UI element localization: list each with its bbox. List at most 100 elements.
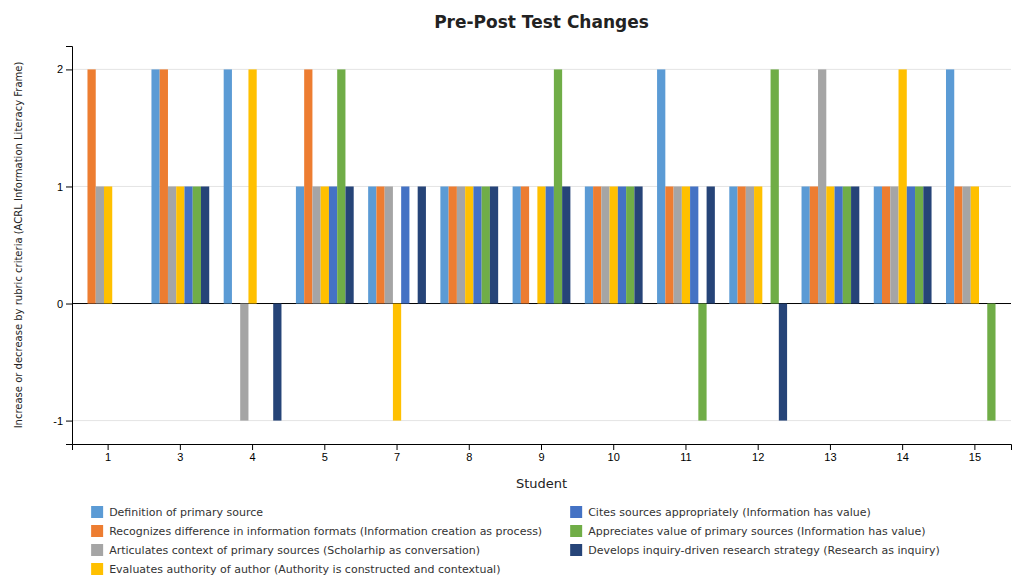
bar xyxy=(826,186,834,303)
x-tick-label: 1 xyxy=(105,451,111,463)
y-tick-label: 1 xyxy=(57,180,63,192)
bar xyxy=(409,303,417,304)
legend-item: Cites sources appropriately (Information… xyxy=(570,506,871,519)
bar xyxy=(440,186,448,303)
x-tick: 12 xyxy=(752,444,764,463)
bar xyxy=(96,186,104,303)
x-tick-label: 11 xyxy=(680,451,691,463)
bar xyxy=(754,186,762,303)
x-tick-mark xyxy=(252,444,253,450)
legend-label: Evaluates authority of author (Authority… xyxy=(109,563,500,576)
x-tick-mark xyxy=(830,444,831,450)
bar xyxy=(882,186,890,303)
x-tick-label: 7 xyxy=(394,451,400,463)
bar xyxy=(585,186,593,303)
bar xyxy=(946,69,954,303)
bar xyxy=(835,186,843,303)
bar xyxy=(657,69,665,303)
bar xyxy=(779,304,787,421)
bar xyxy=(810,186,818,303)
bar xyxy=(265,303,273,304)
bar xyxy=(401,186,409,303)
bar xyxy=(513,186,521,303)
bar xyxy=(490,186,498,303)
x-tick: 1 xyxy=(105,444,111,463)
x-tick-label: 5 xyxy=(322,451,328,463)
bar xyxy=(698,304,706,421)
bar xyxy=(971,186,979,303)
legend-label: Cites sources appropriately (Information… xyxy=(588,506,871,519)
bar xyxy=(634,186,642,303)
y-tick-label: -1 xyxy=(53,415,63,427)
bar xyxy=(987,304,995,421)
bar xyxy=(899,69,907,303)
legend: Definition of primary sourceRecognizes d… xyxy=(91,506,940,576)
bar xyxy=(329,186,337,303)
bar xyxy=(554,69,562,303)
bar xyxy=(537,186,545,303)
x-tick-mark xyxy=(613,444,614,450)
bar xyxy=(874,186,882,303)
bar xyxy=(232,303,240,304)
y-axis-line xyxy=(66,47,73,445)
x-tick-mark xyxy=(758,444,759,450)
bar xyxy=(818,69,826,303)
x-tick-mark xyxy=(902,444,903,450)
y-tick: 2 xyxy=(57,63,72,75)
x-tick: 13 xyxy=(824,444,836,463)
bar xyxy=(368,186,376,303)
bar xyxy=(626,186,634,303)
x-tick: 11 xyxy=(680,444,691,463)
bar xyxy=(915,186,923,303)
bar xyxy=(746,186,754,303)
x-tick-label: 10 xyxy=(608,451,620,463)
x-tick-mark xyxy=(108,444,109,450)
bar xyxy=(201,186,209,303)
x-tick: 7 xyxy=(394,444,400,463)
x-tick-label: 15 xyxy=(969,451,981,463)
legend-swatch xyxy=(570,525,582,537)
x-tick-label: 4 xyxy=(250,451,256,463)
bar-series xyxy=(104,69,979,420)
bar xyxy=(979,303,987,304)
bar xyxy=(224,69,232,303)
x-tick-label: 13 xyxy=(824,451,836,463)
x-tick: 9 xyxy=(538,444,544,463)
y-tick: 0 xyxy=(57,298,72,310)
bar xyxy=(771,69,779,303)
bar xyxy=(257,303,265,304)
bar xyxy=(296,186,304,303)
x-tick-mark xyxy=(469,444,470,450)
bar xyxy=(762,303,770,304)
bar xyxy=(682,186,690,303)
bar xyxy=(312,186,320,303)
bar xyxy=(248,69,256,303)
x-tick-mark xyxy=(397,444,398,450)
bar xyxy=(418,186,426,303)
bar xyxy=(168,186,176,303)
bar xyxy=(79,303,87,304)
bar xyxy=(449,186,457,303)
legend-swatch xyxy=(91,506,103,518)
bar xyxy=(802,186,810,303)
bar xyxy=(87,69,95,303)
x-tick: 4 xyxy=(250,444,256,463)
bar xyxy=(345,186,353,303)
y-tick-label: 0 xyxy=(57,298,63,310)
y-tick-label: 2 xyxy=(57,63,63,75)
x-tick: 3 xyxy=(177,444,183,463)
y-tick: -1 xyxy=(53,415,72,427)
y-tick-mark xyxy=(66,186,72,187)
bar xyxy=(601,186,609,303)
bar xyxy=(304,69,312,303)
bar xyxy=(521,186,529,303)
bar xyxy=(273,304,281,421)
bar xyxy=(184,186,192,303)
legend-item: Recognizes difference in information for… xyxy=(91,525,542,538)
legend-item: Evaluates authority of author (Authority… xyxy=(91,563,500,576)
bar xyxy=(907,186,915,303)
x-axis-title: Student xyxy=(516,476,567,491)
bar xyxy=(546,186,554,303)
y-tick-mark xyxy=(66,421,72,422)
bar xyxy=(482,186,490,303)
